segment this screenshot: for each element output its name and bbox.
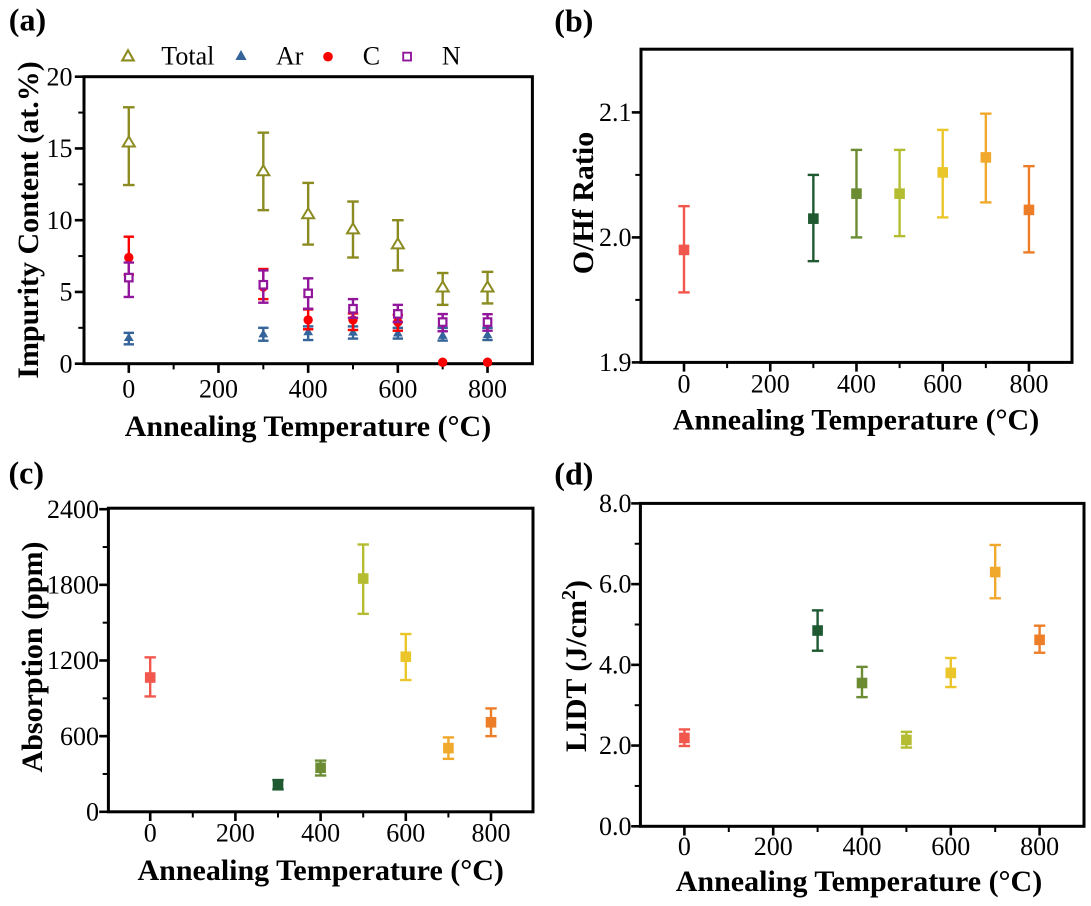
svg-text:(c): (c) xyxy=(9,455,45,491)
svg-text:Annealing Temperature (°C): Annealing Temperature (°C) xyxy=(673,403,1039,436)
svg-text:600: 600 xyxy=(923,370,962,399)
svg-text:Annealing Temperature (°C): Annealing Temperature (°C) xyxy=(137,854,503,887)
svg-text:0: 0 xyxy=(144,818,157,847)
svg-text:Annealing Temperature (°C): Annealing Temperature (°C) xyxy=(125,410,491,443)
svg-text:Absorption (ppm): Absorption (ppm) xyxy=(16,542,49,773)
svg-text:1800: 1800 xyxy=(47,570,99,599)
svg-text:Impurity Content (at.%): Impurity Content (at.%) xyxy=(12,61,45,378)
svg-text:(b): (b) xyxy=(554,3,593,39)
svg-text:0: 0 xyxy=(86,797,99,826)
svg-text:2.0: 2.0 xyxy=(599,223,632,252)
svg-text:2400: 2400 xyxy=(47,495,99,524)
svg-text:800: 800 xyxy=(472,818,511,847)
svg-text:Total: Total xyxy=(161,42,214,71)
svg-text:6.0: 6.0 xyxy=(599,570,632,599)
svg-text:15: 15 xyxy=(47,134,73,163)
svg-text:800: 800 xyxy=(468,374,507,403)
svg-text:8.0: 8.0 xyxy=(599,489,632,518)
svg-text:1200: 1200 xyxy=(47,646,99,675)
svg-text:20: 20 xyxy=(47,62,73,91)
svg-text:2.0: 2.0 xyxy=(599,731,632,760)
svg-text:600: 600 xyxy=(378,374,417,403)
svg-text:600: 600 xyxy=(931,832,970,861)
svg-text:200: 200 xyxy=(754,832,793,861)
svg-text:O/Hf Ratio: O/Hf Ratio xyxy=(567,132,600,275)
svg-text:400: 400 xyxy=(837,370,876,399)
svg-text:400: 400 xyxy=(301,818,340,847)
svg-text:200: 200 xyxy=(199,374,238,403)
svg-text:Ar: Ar xyxy=(276,42,304,71)
svg-text:(a): (a) xyxy=(9,2,46,38)
svg-text:400: 400 xyxy=(843,832,882,861)
svg-text:600: 600 xyxy=(386,818,425,847)
svg-text:600: 600 xyxy=(60,722,99,751)
svg-text:LIDT (J/cm2): LIDT (J/cm2) xyxy=(558,580,593,752)
svg-text:200: 200 xyxy=(751,370,790,399)
svg-text:N: N xyxy=(442,42,461,71)
svg-text:10: 10 xyxy=(47,206,73,235)
svg-text:0: 0 xyxy=(678,832,691,861)
svg-text:1.9: 1.9 xyxy=(599,348,632,377)
svg-text:0: 0 xyxy=(60,349,73,378)
svg-text:0: 0 xyxy=(678,370,691,399)
svg-text:0.0: 0.0 xyxy=(599,812,632,841)
svg-text:800: 800 xyxy=(1009,370,1048,399)
svg-text:Annealing Temperature (°C): Annealing Temperature (°C) xyxy=(676,865,1042,898)
svg-text:800: 800 xyxy=(1020,832,1059,861)
svg-text:C: C xyxy=(363,42,380,71)
svg-text:400: 400 xyxy=(289,374,328,403)
svg-text:5: 5 xyxy=(60,278,73,307)
svg-text:0: 0 xyxy=(122,374,135,403)
svg-text:2.1: 2.1 xyxy=(599,98,632,127)
svg-text:(d): (d) xyxy=(554,456,593,492)
svg-text:200: 200 xyxy=(216,818,255,847)
svg-text:4.0: 4.0 xyxy=(599,650,632,679)
